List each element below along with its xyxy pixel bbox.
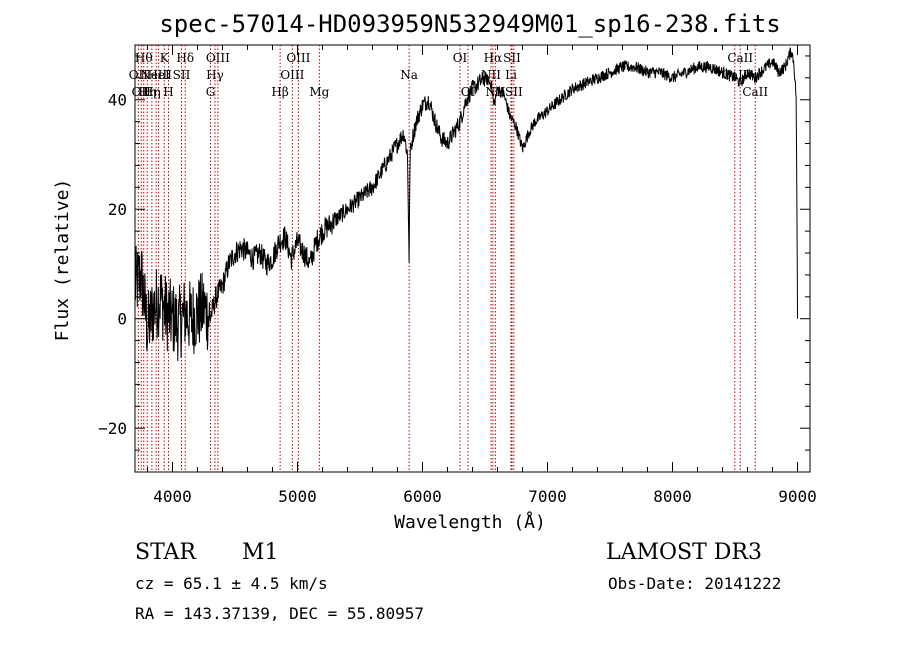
y-axis-ticks: −20 0 20 40 <box>98 55 810 473</box>
y-tick-label: 40 <box>108 91 127 110</box>
spectral-line-label: CaII <box>742 85 768 99</box>
y-tick-label: 20 <box>108 200 127 219</box>
spectral-line-label: H <box>163 85 173 99</box>
object-subclass: M1 <box>242 540 279 565</box>
spectral-line-label: Mg <box>309 85 329 99</box>
spectral-line-label: CaII <box>727 51 753 65</box>
spectral-line-label: OIII <box>280 68 304 82</box>
spectral-line-label: NeIII <box>140 68 172 82</box>
spectral-line-label: Hη <box>143 85 161 99</box>
spectral-line-label: SII <box>505 85 523 99</box>
y-axis-label: Flux (relative) <box>52 179 73 342</box>
spectral-line-label: OIII <box>286 51 310 65</box>
x-tick-label: 4000 <box>153 487 192 506</box>
spectral-line-label: HeI <box>147 68 170 82</box>
spectral-line-label: Hα <box>484 51 503 65</box>
x-axis-label: Wavelength (Å) <box>394 511 546 533</box>
spectral-line-label: OII <box>129 68 149 82</box>
object-class: STAR <box>135 540 196 565</box>
spectral-line-markers <box>137 45 756 472</box>
spectral-line-label: Hβ <box>271 85 288 99</box>
x-tick-label: 8000 <box>653 487 692 506</box>
x-axis-ticks: 4000 5000 6000 7000 8000 9000 <box>147 45 817 506</box>
spectral-line-label: Hθ <box>135 51 153 65</box>
spectral-line-label: Hδ <box>176 51 194 65</box>
x-tick-label: 5000 <box>278 487 317 506</box>
observation-date: Obs-Date: 20141222 <box>608 574 782 593</box>
y-tick-label: 0 <box>117 310 127 329</box>
x-tick-label: 6000 <box>403 487 442 506</box>
spectral-line-label: OIII <box>206 51 230 65</box>
spectral-line-label: K <box>160 51 170 65</box>
redshift-velocity: cz = 65.1 ± 4.5 km/s <box>135 574 328 593</box>
chart-title: spec-57014-HD093959N532949M01_sp16-238.f… <box>159 10 780 38</box>
y-tick-label: −20 <box>98 419 127 438</box>
spectral-line-label: Hγ <box>206 68 224 82</box>
spectral-line-label: Na <box>400 68 418 82</box>
spectral-line-label: SII <box>503 51 521 65</box>
flux-series-line <box>134 47 798 362</box>
x-tick-label: 7000 <box>528 487 567 506</box>
spectral-line-label: Hη <box>138 85 156 99</box>
spectral-line-label: G <box>206 85 216 99</box>
survey-name: LAMOST DR3 <box>606 540 762 565</box>
coordinates: RA = 143.37139, DEC = 55.80957 <box>135 604 424 623</box>
x-tick-label: 9000 <box>778 487 817 506</box>
spectral-line-label: SII <box>173 68 191 82</box>
spectral-line-label: OII <box>132 85 152 99</box>
spectral-line-label: Li <box>505 68 517 82</box>
spectral-line-label: OI <box>453 51 468 65</box>
